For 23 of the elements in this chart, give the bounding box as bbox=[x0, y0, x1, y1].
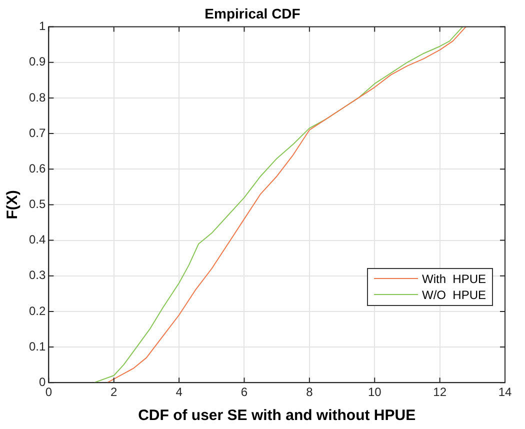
x-axis-title: CDF of user SE with and without HPUE bbox=[138, 407, 416, 424]
y-tick-label: 0.8 bbox=[28, 90, 46, 104]
y-tick-label: 0.9 bbox=[28, 54, 46, 69]
legend-label: With HPUE bbox=[422, 272, 486, 286]
x-tick-label: 4 bbox=[176, 385, 183, 400]
y-tick-label: 1 bbox=[38, 19, 46, 34]
y-tick-label: 0 bbox=[38, 374, 46, 389]
y-tick-label: 0.4 bbox=[28, 232, 46, 247]
x-tick-label: 10 bbox=[368, 385, 382, 400]
y-tick-label: 0.2 bbox=[28, 304, 46, 318]
x-tick-label: 6 bbox=[240, 385, 248, 400]
x-tick-label: 8 bbox=[306, 385, 314, 400]
y-axis-title: F(X) bbox=[4, 190, 22, 220]
y-tick-label: 0.6 bbox=[28, 161, 46, 176]
x-tick-label: 2 bbox=[110, 385, 118, 400]
x-tick-label: 12 bbox=[433, 385, 447, 400]
y-tick-label: 0.3 bbox=[28, 268, 46, 282]
x-tick-label: 14 bbox=[498, 385, 512, 400]
chart-title: Empirical CDF bbox=[204, 5, 301, 22]
y-tick-label: 0.7 bbox=[28, 126, 46, 140]
y-tick-label: 0.5 bbox=[28, 197, 46, 212]
y-tick-label: 0.1 bbox=[28, 339, 46, 354]
legend-label: W/O HPUE bbox=[422, 288, 486, 302]
